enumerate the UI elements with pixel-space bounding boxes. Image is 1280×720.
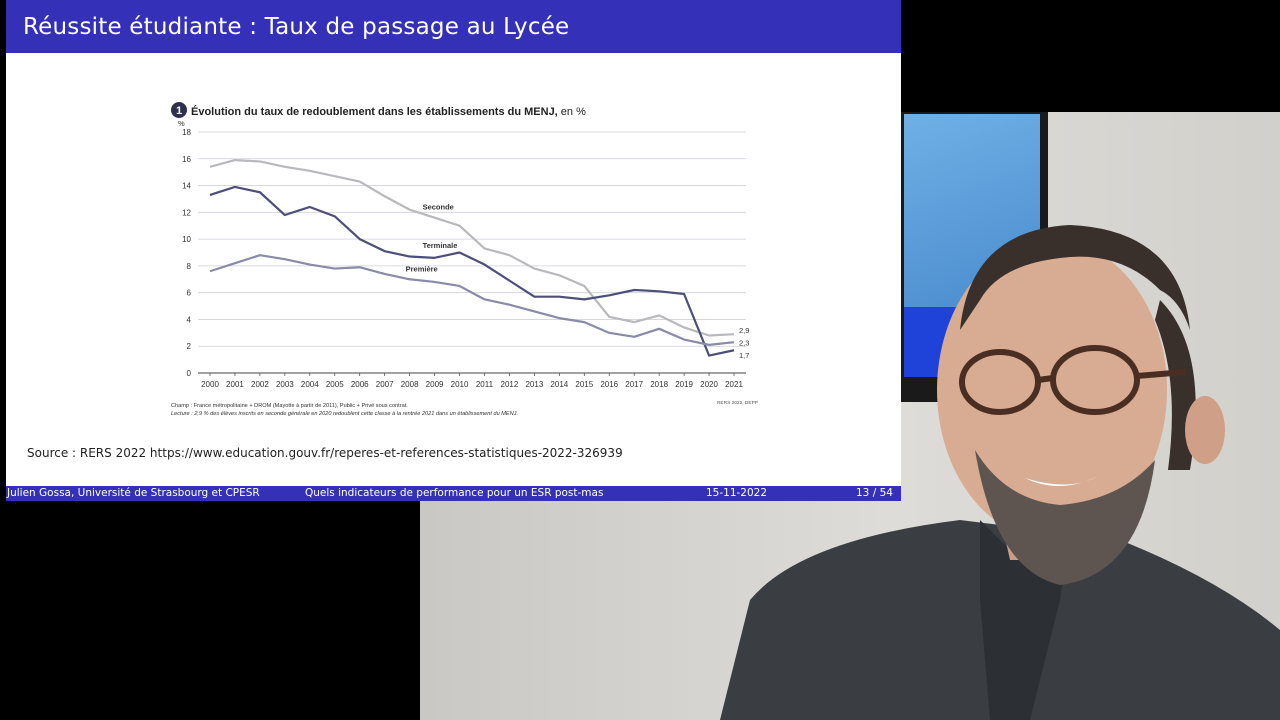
y-axis-ticks: 0 2 4 6 8 10 12 14 16 18: [182, 128, 191, 378]
x-tick-label: 2013: [525, 380, 543, 389]
series-end-label: 1,7: [739, 351, 749, 360]
y-tick-label: 12: [182, 208, 191, 217]
footer-talk-title: Quels indicateurs de performance pour un…: [305, 487, 604, 499]
y-tick-label: 2: [187, 342, 192, 351]
series-end-label: 2,3: [739, 339, 749, 348]
figure-number: 1: [176, 105, 182, 117]
x-tick-label: 2021: [725, 380, 743, 389]
x-tick-label: 2016: [600, 380, 618, 389]
x-tick-label: 2020: [700, 380, 718, 389]
series-name-label: Terminale: [423, 241, 458, 250]
x-tick-label: 2000: [201, 380, 219, 389]
series-name-label: Seconde: [423, 203, 454, 212]
y-unit-label: %: [178, 119, 185, 128]
slide-title: Réussite étudiante : Taux de passage au …: [23, 14, 570, 40]
slide-footer: Julien Gossa, Université de Strasbourg e…: [6, 486, 901, 501]
series-name-label: Première: [406, 264, 438, 273]
speaker-beard: [975, 450, 1155, 585]
chart-grid: [198, 131, 746, 374]
series-end-label: 2,9: [739, 326, 749, 335]
x-tick-label: 2014: [550, 380, 568, 389]
series-line-terminale: [209, 185, 735, 357]
series-lines: [209, 159, 735, 357]
footer-author: Julien Gossa, Université de Strasbourg e…: [7, 487, 260, 499]
x-tick-label: 2002: [251, 380, 269, 389]
x-tick-label: 2011: [476, 380, 494, 389]
slide-header: Réussite étudiante : Taux de passage au …: [6, 0, 901, 53]
redoublement-line-chart: 1 Évolution du taux de redoublement dans…: [171, 102, 758, 417]
footer-date: 15-11-2022: [706, 487, 768, 499]
x-tick-label: 2009: [426, 380, 444, 389]
figure-number-badge: [171, 102, 187, 118]
x-tick-label: 2017: [625, 380, 643, 389]
speaker-ear: [1185, 396, 1225, 464]
series-labels: Seconde 2,9 Terminale 1,7 Première 2,3: [406, 203, 750, 361]
x-tick-label: 2015: [575, 380, 593, 389]
x-tick-label: 2005: [326, 380, 344, 389]
x-axis-ticks: 2000 2001 2002 2003 2004 2005 2006 2007 2008 2009…: [201, 373, 743, 389]
x-tick-label: 2018: [650, 380, 668, 389]
chart-title: Évolution du taux de redoublement dans l…: [191, 105, 586, 118]
chart-title-main: Évolution du taux de redoublement dans l…: [191, 105, 558, 118]
y-tick-label: 16: [182, 155, 191, 164]
series-line-seconde: [209, 159, 735, 337]
x-tick-label: 2006: [351, 380, 369, 389]
y-tick-label: 0: [187, 369, 192, 378]
y-tick-label: 6: [187, 289, 192, 298]
x-tick-label: 2007: [376, 380, 394, 389]
x-tick-label: 2008: [401, 380, 419, 389]
presentation-slide: Réussite étudiante : Taux de passage au …: [6, 0, 901, 501]
series-line-première: [209, 254, 735, 346]
x-tick-label: 2010: [451, 380, 469, 389]
footer-page-number: 13 / 54: [856, 487, 893, 499]
speaker-hair: [960, 225, 1190, 330]
chart-note-champ: Champ : France métropolitaine + DROM (Ma…: [171, 403, 408, 409]
y-tick-label: 10: [182, 235, 191, 244]
x-tick-label: 2004: [301, 380, 319, 389]
x-tick-label: 2019: [675, 380, 693, 389]
x-tick-label: 2001: [226, 380, 244, 389]
chart-note-ref: RERS 2022, DEPP: [717, 400, 758, 406]
chart-title-suffix: en %: [558, 106, 586, 118]
glasses-icon: [959, 345, 1186, 415]
slide-source: Source : RERS 2022 https://www.education…: [27, 446, 623, 460]
x-tick-label: 2012: [501, 380, 519, 389]
x-tick-label: 2003: [276, 380, 294, 389]
y-tick-label: 18: [182, 128, 191, 137]
speaker-illustration: [720, 225, 1280, 720]
y-tick-label: 8: [187, 262, 192, 271]
chart-note-lecture: Lecture : 2,9 % des élèves inscrits en s…: [171, 411, 518, 417]
speaker-smile: [1025, 476, 1098, 487]
y-tick-label: 4: [187, 315, 192, 324]
y-tick-label: 14: [182, 182, 191, 191]
